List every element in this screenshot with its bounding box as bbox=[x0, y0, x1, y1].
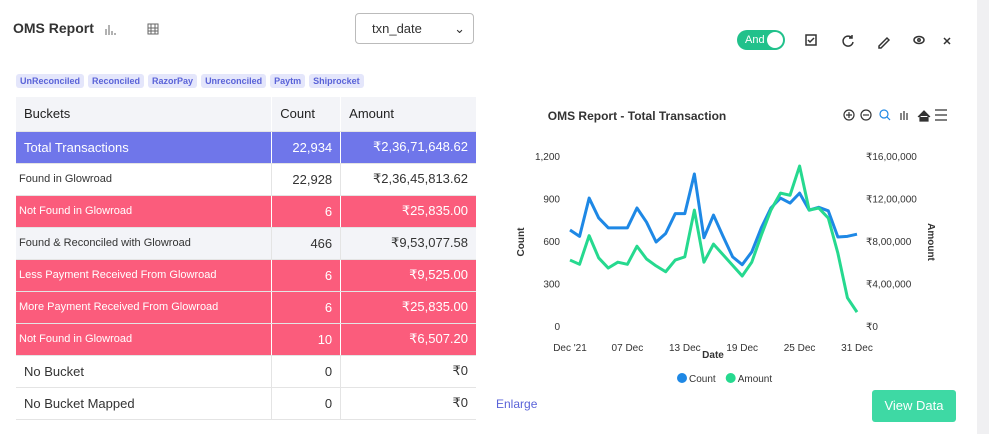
x-tick-label: 13 Dec bbox=[669, 343, 701, 354]
table-cell: 10 bbox=[271, 323, 341, 356]
legend-label: Count bbox=[689, 374, 716, 385]
y-tick-label: 0 bbox=[554, 322, 560, 333]
tag: Paytm bbox=[270, 74, 306, 88]
x-axis-label: Date bbox=[702, 350, 724, 361]
tag: RazorPay bbox=[148, 74, 198, 88]
tags: UnReconciled Reconciled RazorPay Unreconcil… bbox=[16, 71, 368, 89]
header-row: Buckets Count Amount bbox=[16, 97, 476, 132]
column-header: Amount bbox=[340, 97, 476, 132]
table-cell: 22,928 bbox=[271, 163, 341, 196]
table-row: Not Found in Glowroad 10 ₹6,507.20 bbox=[16, 323, 476, 356]
y2-axis-label: Amount bbox=[925, 223, 936, 261]
table-cell: 22,934 bbox=[271, 131, 341, 164]
legend-marker bbox=[725, 373, 736, 383]
enlarge-link[interactable]: Enlarge bbox=[496, 397, 538, 411]
table-cell: ₹2,36,71,648.62 bbox=[340, 131, 476, 164]
table-cell: 0 bbox=[271, 355, 341, 388]
y-tick-label: 300 bbox=[543, 280, 560, 291]
table-cell: ₹25,835.00 bbox=[340, 291, 476, 324]
y-axis-label: Count bbox=[516, 227, 527, 257]
table-cell: ₹9,53,077.58 bbox=[340, 227, 476, 260]
column-header: Buckets bbox=[16, 97, 272, 132]
y2-tick-label: ₹4,00,000 bbox=[866, 280, 912, 291]
table-row: No Bucket 0 ₹0 bbox=[16, 355, 476, 388]
table-row: Not Found in Glowroad 6 ₹25,835.00 bbox=[16, 195, 476, 228]
table-cell: No Bucket bbox=[16, 355, 272, 388]
scrollbar bbox=[977, 0, 989, 434]
table-cell: Less Payment Received From Glowroad bbox=[16, 259, 272, 292]
table-cell: More Payment Received From Glowroad bbox=[16, 291, 272, 324]
table-cell: Found & Reconciled with Glowroad bbox=[16, 227, 272, 260]
view-data-button[interactable]: View Data bbox=[872, 390, 956, 422]
table-cell: 6 bbox=[271, 195, 341, 228]
y-tick-label: 900 bbox=[543, 195, 560, 206]
table-cell: ₹2,36,45,813.62 bbox=[340, 163, 476, 196]
table-cell: Not Found in Glowroad bbox=[16, 323, 272, 356]
y-tick-label: 1,200 bbox=[535, 152, 560, 163]
y2-tick-label: ₹8,00,000 bbox=[866, 237, 912, 248]
table-cell: ₹9,525.00 bbox=[340, 259, 476, 292]
x-tick-label: 07 Dec bbox=[612, 343, 644, 354]
tag: UnReconciled bbox=[16, 74, 85, 88]
report-title: OMS Report bbox=[13, 20, 94, 36]
table-cell: No Bucket Mapped bbox=[16, 387, 272, 420]
table-cell: 6 bbox=[271, 291, 341, 324]
x-tick-label: 25 Dec bbox=[784, 343, 816, 354]
tag: Reconciled bbox=[88, 74, 145, 88]
date-select[interactable]: txn_date ⌄ bbox=[355, 13, 474, 44]
table-row: Found & Reconciled with Glowroad 466 ₹9,53… bbox=[16, 227, 476, 260]
bucket-table: Buckets Count Amount Total Transactions 22,9… bbox=[16, 97, 476, 420]
table-cell: 466 bbox=[271, 227, 341, 260]
table-row: Found in Glowroad 22,928 ₹2,36,45,813.62 bbox=[16, 163, 476, 196]
legend-marker bbox=[677, 373, 687, 383]
series-line bbox=[569, 164, 859, 313]
x-tick-label: 31 Dec bbox=[841, 343, 873, 354]
table-row: Total Transactions 22,934 ₹2,36,71,648.62 bbox=[16, 131, 476, 164]
y2-tick-label: ₹16,00,000 bbox=[866, 152, 917, 163]
table-cell: Found in Glowroad bbox=[16, 163, 272, 196]
y-tick-label: 600 bbox=[543, 237, 560, 248]
title-icons bbox=[105, 23, 159, 35]
toolbar-icons[interactable] bbox=[800, 30, 960, 52]
table-cell: ₹0 bbox=[340, 387, 476, 420]
legend-label: Amount bbox=[738, 374, 773, 385]
table-row: No Bucket Mapped 0 ₹0 bbox=[16, 387, 476, 420]
toggle-label: And bbox=[745, 34, 765, 46]
x-tick-label: Dec '21 bbox=[553, 343, 587, 354]
table-cell: Total Transactions bbox=[16, 131, 272, 164]
table-cell: Not Found in Glowroad bbox=[16, 195, 272, 228]
table-cell: ₹0 bbox=[340, 355, 476, 388]
select-value: txn_date bbox=[372, 21, 422, 36]
column-header: Count bbox=[271, 97, 341, 132]
table-cell: ₹25,835.00 bbox=[340, 195, 476, 228]
table-row: More Payment Received From Glowroad 6 ₹25,… bbox=[16, 291, 476, 324]
tag: Unreconciled bbox=[201, 74, 267, 88]
table-cell: ₹6,507.20 bbox=[340, 323, 476, 356]
chart-title: OMS Report - Total Transaction bbox=[548, 109, 726, 123]
table-cell: 0 bbox=[271, 387, 341, 420]
y2-tick-label: ₹12,00,000 bbox=[866, 195, 917, 206]
series-line bbox=[569, 172, 858, 267]
chart-toolbar[interactable] bbox=[843, 109, 947, 122]
x-tick-label: 19 Dec bbox=[726, 343, 758, 354]
table-cell: 6 bbox=[271, 259, 341, 292]
y2-tick-label: ₹0 bbox=[866, 322, 878, 333]
tag: Shiprocket bbox=[309, 74, 364, 88]
and-toggle[interactable]: And bbox=[737, 30, 785, 50]
table-row: Less Payment Received From Glowroad 6 ₹9,5… bbox=[16, 259, 476, 292]
